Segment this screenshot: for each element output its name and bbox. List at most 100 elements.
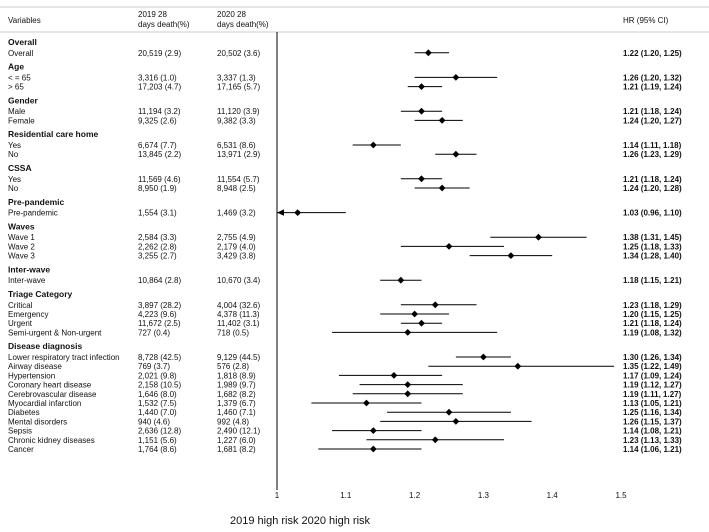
- row-label: Mental disorders: [8, 417, 67, 426]
- row-label: Overall: [8, 49, 34, 58]
- row-label: < = 65: [8, 73, 31, 82]
- row-hr-value: 1.17 (1.09, 1.24): [623, 371, 682, 380]
- header-2019-line2: days death(%): [138, 20, 190, 29]
- row-2020-value: 17,165 (5.7): [217, 83, 260, 92]
- row-label: Critical: [8, 301, 33, 310]
- row-hr-value: 1.22 (1.20, 1.25): [623, 49, 682, 58]
- row-label: Sepsis: [8, 427, 32, 436]
- row-2020-value: 8,948 (2.5): [217, 184, 256, 193]
- hr-point: [369, 141, 377, 149]
- hr-point: [535, 233, 542, 241]
- row-2019-value: 2,584 (3.3): [138, 233, 177, 242]
- row-2019-value: 1,440 (7.0): [138, 408, 177, 417]
- row-2019-value: 1,554 (3.1): [138, 209, 177, 218]
- row-2020-value: 11,402 (3.1): [217, 319, 260, 328]
- row-hr-value: 1.21 (1.19, 1.24): [623, 83, 682, 92]
- hr-point: [411, 310, 418, 318]
- hr-point: [369, 427, 377, 434]
- group-title: Age: [8, 62, 24, 72]
- row-label: Diabetes: [8, 408, 40, 417]
- row-2020-value: 2,755 (4.9): [217, 233, 256, 242]
- row-hr-value: 1.26 (1.20, 1.32): [623, 73, 682, 82]
- row-hr-value: 1.14 (1.06, 1.21): [623, 445, 682, 454]
- hr-point: [390, 372, 398, 379]
- row-2020-value: 20,502 (3.6): [217, 49, 260, 58]
- row-2019-value: 17,203 (4.7): [138, 83, 181, 92]
- row-2020-value: 1,379 (6.7): [217, 399, 256, 408]
- row-hr-value: 1.03 (0.96, 1.10): [623, 209, 682, 218]
- row-2019-value: 2,158 (10.5): [138, 381, 181, 390]
- row-2019-value: 4,223 (9.6): [138, 310, 177, 319]
- hr-point: [418, 175, 425, 183]
- group-title: Disease diagnosis: [8, 341, 82, 351]
- hr-point: [294, 209, 302, 216]
- row-hr-value: 1.14 (1.11, 1.18): [623, 141, 682, 150]
- x-tick-label: 1.5: [615, 491, 627, 500]
- row-2020-value: 9,382 (3.3): [217, 116, 256, 125]
- hr-point: [418, 107, 425, 115]
- row-2019-value: 13,845 (2.2): [138, 150, 181, 159]
- row-label: Coronary heart disease: [8, 381, 92, 390]
- row-2019-value: 2,021 (9.8): [138, 371, 177, 380]
- hr-point: [397, 276, 405, 284]
- group-title: Triage Category: [8, 289, 73, 299]
- hr-point: [418, 83, 425, 90]
- row-label: Wave 3: [8, 252, 35, 261]
- row-hr-value: 1.23 (1.18, 1.29): [623, 301, 682, 310]
- row-hr-value: 1.21 (1.18, 1.24): [623, 319, 682, 328]
- row-2020-value: 4,378 (11.3): [217, 310, 260, 319]
- row-2020-value: 2,179 (4.0): [217, 242, 256, 251]
- hr-point: [424, 49, 432, 57]
- row-2019-value: 1,532 (7.5): [138, 399, 177, 408]
- row-2019-value: 3,897 (28.2): [138, 301, 181, 310]
- row-2020-value: 9,129 (44.5): [217, 353, 260, 362]
- row-label: Wave 2: [8, 242, 35, 251]
- group-title: Residential care home: [8, 129, 99, 139]
- row-2020-value: 3,337 (1.3): [217, 73, 256, 82]
- row-label: Emergency: [8, 310, 48, 319]
- x-tick-label: 1: [275, 491, 280, 500]
- hr-point: [431, 436, 439, 444]
- header-2019-line1: 2019 28: [138, 10, 167, 19]
- row-hr-value: 1.25 (1.18, 1.33): [623, 242, 682, 251]
- header-variables: Variables: [8, 16, 41, 25]
- row-hr-value: 1.21 (1.18, 1.24): [623, 175, 682, 184]
- x-axis-label: 2019 high risk 2020 high risk: [230, 515, 371, 527]
- group-title: Overall: [8, 37, 37, 47]
- row-hr-value: 1.38 (1.31, 1.45): [623, 233, 682, 242]
- row-2019-value: 769 (3.7): [138, 362, 170, 371]
- row-label: No: [8, 184, 19, 193]
- row-hr-value: 1.34 (1.28, 1.40): [623, 252, 682, 261]
- row-hr-value: 1.18 (1.15, 1.21): [623, 276, 682, 285]
- hr-point: [507, 252, 515, 259]
- group-title: Inter-wave: [8, 264, 50, 274]
- ci-arrow: [277, 209, 284, 216]
- row-2019-value: 1,646 (8.0): [138, 390, 177, 399]
- row-hr-value: 1.24 (1.20, 1.28): [623, 184, 682, 193]
- row-label: No: [8, 150, 19, 159]
- plot-area: [0, 6, 709, 490]
- header-2020-line1: 2020 28: [217, 10, 246, 19]
- row-hr-value: 1.26 (1.23, 1.29): [623, 150, 682, 159]
- row-label: Chronic kidney diseases: [8, 436, 95, 445]
- row-hr-value: 1.19 (1.12, 1.27): [623, 381, 682, 390]
- x-tick-label: 1.3: [478, 491, 490, 500]
- hr-point: [452, 150, 460, 158]
- row-2020-value: 6,531 (8.6): [217, 141, 256, 150]
- hr-point: [445, 243, 453, 250]
- row-2019-value: 940 (4.6): [138, 417, 170, 426]
- row-2019-value: 1,151 (5.6): [138, 436, 177, 445]
- row-2020-value: 1,681 (8.2): [217, 445, 256, 454]
- row-2020-value: 1,227 (6.0): [217, 436, 256, 445]
- row-2020-value: 2,490 (12.1): [217, 427, 260, 436]
- hr-point: [404, 381, 412, 388]
- row-label: Inter-wave: [8, 276, 46, 285]
- row-hr-value: 1.30 (1.26, 1.34): [623, 353, 682, 362]
- row-2019-value: 20,519 (2.9): [138, 49, 181, 58]
- group-title: Gender: [8, 95, 38, 105]
- row-2020-value: 11,120 (3.9): [217, 107, 260, 116]
- row-hr-value: 1.19 (1.11, 1.27): [623, 390, 682, 399]
- row-label: Semi-urgent & Non-urgent: [8, 328, 102, 337]
- row-2019-value: 3,316 (1.0): [138, 73, 177, 82]
- group-title: Pre-pandemic: [8, 197, 64, 207]
